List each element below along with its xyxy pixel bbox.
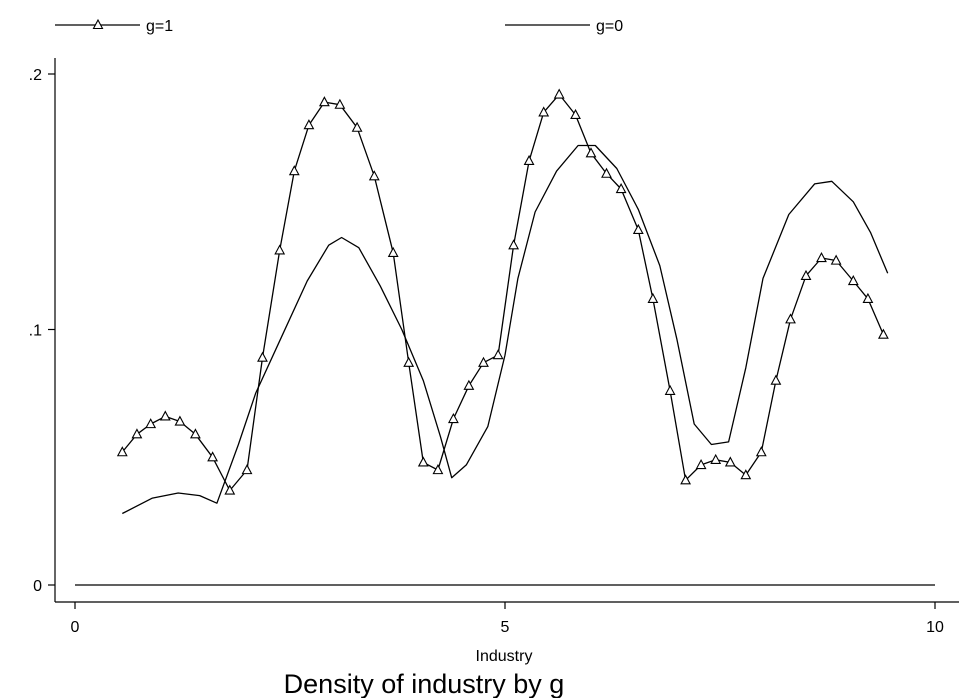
data-point-g1 [647, 292, 659, 303]
data-point-g1 [189, 428, 201, 439]
legend: g=1 g=0 [55, 18, 623, 35]
data-point-g1 [770, 374, 782, 385]
data-point-g1 [508, 239, 520, 250]
data-point-g1 [207, 451, 219, 462]
data-point-g1 [145, 418, 157, 429]
data-point-g1 [318, 96, 330, 107]
data-point-g1 [710, 453, 722, 464]
data-point-g1 [257, 351, 268, 362]
data-point-g1 [570, 108, 581, 120]
data-point-g1 [447, 412, 459, 424]
data-point-g1 [847, 274, 859, 286]
series-group [116, 88, 889, 515]
y-tick-label: 0 [33, 578, 42, 595]
data-point-g1 [785, 313, 796, 324]
data-point-g1 [224, 484, 236, 495]
data-point-g1 [830, 254, 842, 265]
y-tick-label: .1 [29, 323, 42, 340]
data-point-g1 [417, 456, 429, 467]
y-tick-label: .2 [29, 67, 42, 84]
data-point-g1 [241, 464, 253, 475]
legend-label-g0: g=0 [596, 18, 623, 35]
data-point-g1 [740, 469, 752, 480]
data-point-g1 [755, 446, 767, 457]
x-tick-label: 0 [71, 619, 80, 636]
data-point-g1 [724, 456, 736, 467]
x-tick-label: 5 [501, 619, 510, 636]
data-point-g1 [538, 106, 550, 117]
data-point-g1 [800, 269, 812, 280]
data-point-g1 [695, 458, 707, 470]
data-point-g1 [403, 356, 415, 367]
legend-marker-g1 [92, 18, 104, 30]
ticks: 0 5 10 0 .1 .2 [29, 67, 944, 636]
series-line-g1 [121, 93, 884, 492]
data-point-g1 [877, 328, 889, 339]
data-point-g1 [680, 474, 692, 485]
chart-title: Density of industry by g [284, 669, 565, 698]
x-axis-label: Industry [476, 648, 533, 665]
data-point-g1 [664, 384, 676, 395]
data-point-g1 [288, 165, 300, 176]
data-point-g1 [816, 251, 827, 263]
data-point-g1 [387, 246, 399, 258]
axes [54, 58, 959, 603]
data-point-g1 [303, 119, 315, 130]
data-point-g1 [368, 170, 380, 181]
data-point-g1 [274, 244, 286, 255]
data-point-g1 [334, 98, 346, 109]
data-point-g1 [174, 415, 186, 426]
data-point-g1 [432, 464, 444, 475]
data-point-g1 [585, 147, 597, 158]
data-point-g1 [615, 183, 627, 194]
series-line-g0 [122, 144, 889, 515]
data-point-g1 [553, 88, 565, 99]
data-point-g1 [523, 154, 535, 166]
data-point-g1 [463, 379, 475, 390]
data-point-g1 [601, 167, 612, 178]
data-point-g1 [492, 349, 504, 360]
x-tick-label: 10 [926, 619, 944, 636]
legend-label-g1: g=1 [146, 18, 173, 35]
data-point-g1 [131, 428, 143, 439]
data-point-g1 [862, 292, 874, 303]
data-point-g1 [159, 410, 171, 421]
data-point-g1 [632, 223, 644, 235]
data-point-g1 [478, 356, 489, 367]
data-point-g1 [116, 446, 128, 457]
data-point-g1 [351, 121, 363, 132]
